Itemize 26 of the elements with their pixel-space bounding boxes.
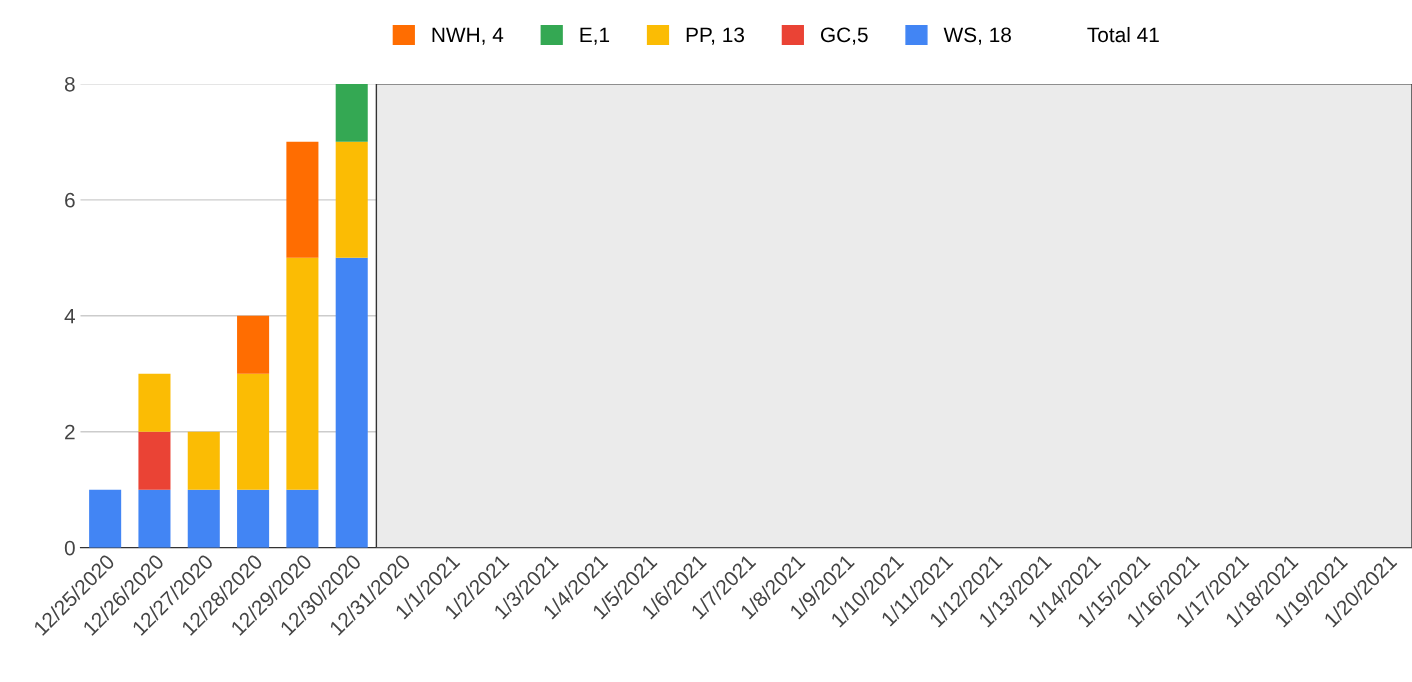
bar xyxy=(187,489,220,548)
bar xyxy=(286,257,319,490)
bar xyxy=(335,83,368,142)
bar xyxy=(138,373,171,432)
bar xyxy=(286,141,319,258)
text: Total 41 xyxy=(1087,26,1159,43)
bar xyxy=(138,431,171,490)
y-tick-label: 8 xyxy=(64,76,75,92)
bar xyxy=(237,315,270,374)
bar xyxy=(237,489,270,548)
legend-label: PP, 13 xyxy=(686,27,745,45)
y-tick-label: 4 xyxy=(64,308,76,324)
bar xyxy=(286,489,319,548)
y-tick-label: 6 xyxy=(65,192,75,208)
bar xyxy=(335,141,368,258)
y-tick-label: 0 xyxy=(64,540,75,556)
bar xyxy=(187,431,220,490)
bar xyxy=(237,373,270,490)
bar xyxy=(335,257,368,548)
legend-label: NWH, 4 xyxy=(432,27,504,45)
legend-label: GC,5 xyxy=(820,27,868,45)
legend-label: WS, 18 xyxy=(943,27,1011,45)
bar xyxy=(89,489,122,548)
legend-label: E,1 xyxy=(580,27,610,45)
y-tick-label: 2 xyxy=(65,424,75,440)
bar xyxy=(138,489,171,548)
